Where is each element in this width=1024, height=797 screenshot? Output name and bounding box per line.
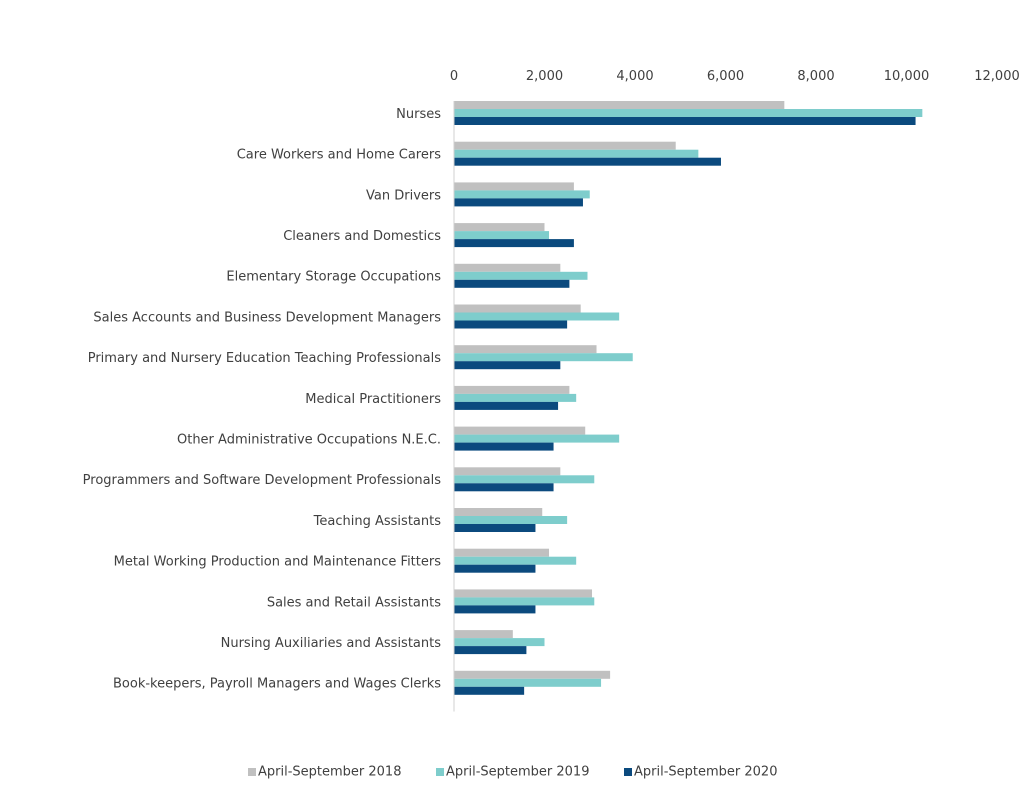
bar [454, 556, 577, 565]
bar [454, 686, 525, 695]
category-label: Sales and Retail Assistants [267, 595, 441, 610]
bar [454, 271, 588, 280]
bar [454, 223, 545, 232]
x-tick-label: 4,000 [616, 69, 653, 84]
x-tick-label: 6,000 [707, 69, 744, 84]
bar [454, 117, 916, 125]
category-label: Medical Practitioners [305, 392, 441, 407]
bar [454, 320, 568, 329]
category-label: Metal Working Production and Maintenance… [114, 555, 442, 570]
bar [454, 231, 550, 240]
bar [454, 109, 923, 117]
legend-swatch [248, 768, 256, 776]
legend: April-September 2018 April-September 2019… [248, 765, 777, 780]
legend-item: April-September 2018 [248, 765, 401, 780]
bar [454, 638, 545, 647]
x-tick-label: 12,000 [974, 69, 1020, 84]
bar [454, 475, 595, 484]
bars [454, 101, 923, 695]
bar [454, 630, 513, 639]
bar [454, 198, 583, 207]
bar [454, 353, 633, 362]
category-label: Care Workers and Home Carers [237, 148, 441, 163]
bar [454, 361, 561, 370]
category-label: Sales Accounts and Business Development … [93, 310, 441, 325]
category-label: Other Administrative Occupations N.E.C. [177, 432, 441, 447]
bar [454, 597, 595, 606]
bar [454, 312, 620, 321]
category-label: Nurses [396, 107, 441, 122]
category-label: Nursing Auxiliaries and Assistants [221, 636, 442, 651]
category-label: Cleaners and Domestics [283, 229, 441, 244]
bar [454, 508, 543, 516]
legend-label: April-September 2018 [258, 765, 401, 780]
bar [454, 434, 620, 443]
category-labels: Nurses Care Workers and Home Carers Van Dr… [83, 107, 442, 692]
bar [454, 401, 559, 410]
x-axis-ticks: 0 2,000 4,000 6,000 8,000 10,000 12,000 [450, 69, 1020, 84]
legend-item: April-September 2019 [436, 765, 589, 780]
legend-label: April-September 2020 [634, 765, 777, 780]
category-label: Programmers and Software Development Pro… [83, 473, 442, 488]
bar [454, 548, 550, 557]
bar [454, 141, 676, 150]
bar [454, 564, 536, 573]
category-label: Elementary Storage Occupations [226, 270, 441, 285]
bar [454, 524, 536, 532]
bar [454, 646, 527, 655]
bar [454, 239, 574, 248]
x-tick-label: 8,000 [797, 69, 834, 84]
legend-label: April-September 2019 [446, 765, 589, 780]
bar [454, 157, 721, 166]
x-tick-label: 2,000 [526, 69, 563, 84]
bar [454, 516, 568, 524]
bar [454, 426, 586, 435]
bar [454, 605, 536, 614]
legend-swatch [624, 768, 632, 776]
bar [454, 393, 577, 402]
legend-swatch [436, 768, 444, 776]
bar [454, 304, 581, 313]
bar [454, 385, 570, 394]
bar [454, 263, 561, 272]
x-tick-label: 0 [450, 69, 458, 84]
bar [454, 190, 590, 199]
bar [454, 589, 593, 598]
bar [454, 467, 561, 476]
bar [454, 279, 570, 288]
bar [454, 149, 699, 158]
bar [454, 345, 597, 354]
bar [454, 101, 785, 109]
bar [454, 670, 611, 679]
category-label: Book-keepers, Payroll Managers and Wages… [113, 677, 441, 692]
category-label: Teaching Assistants [313, 514, 442, 529]
x-tick-label: 10,000 [884, 69, 930, 84]
bar [454, 182, 574, 191]
legend-item: April-September 2020 [624, 765, 777, 780]
category-label: Van Drivers [366, 188, 441, 203]
category-label: Primary and Nursery Education Teaching P… [88, 351, 442, 366]
bar [454, 483, 554, 492]
bar [454, 678, 602, 687]
bar [454, 442, 554, 451]
